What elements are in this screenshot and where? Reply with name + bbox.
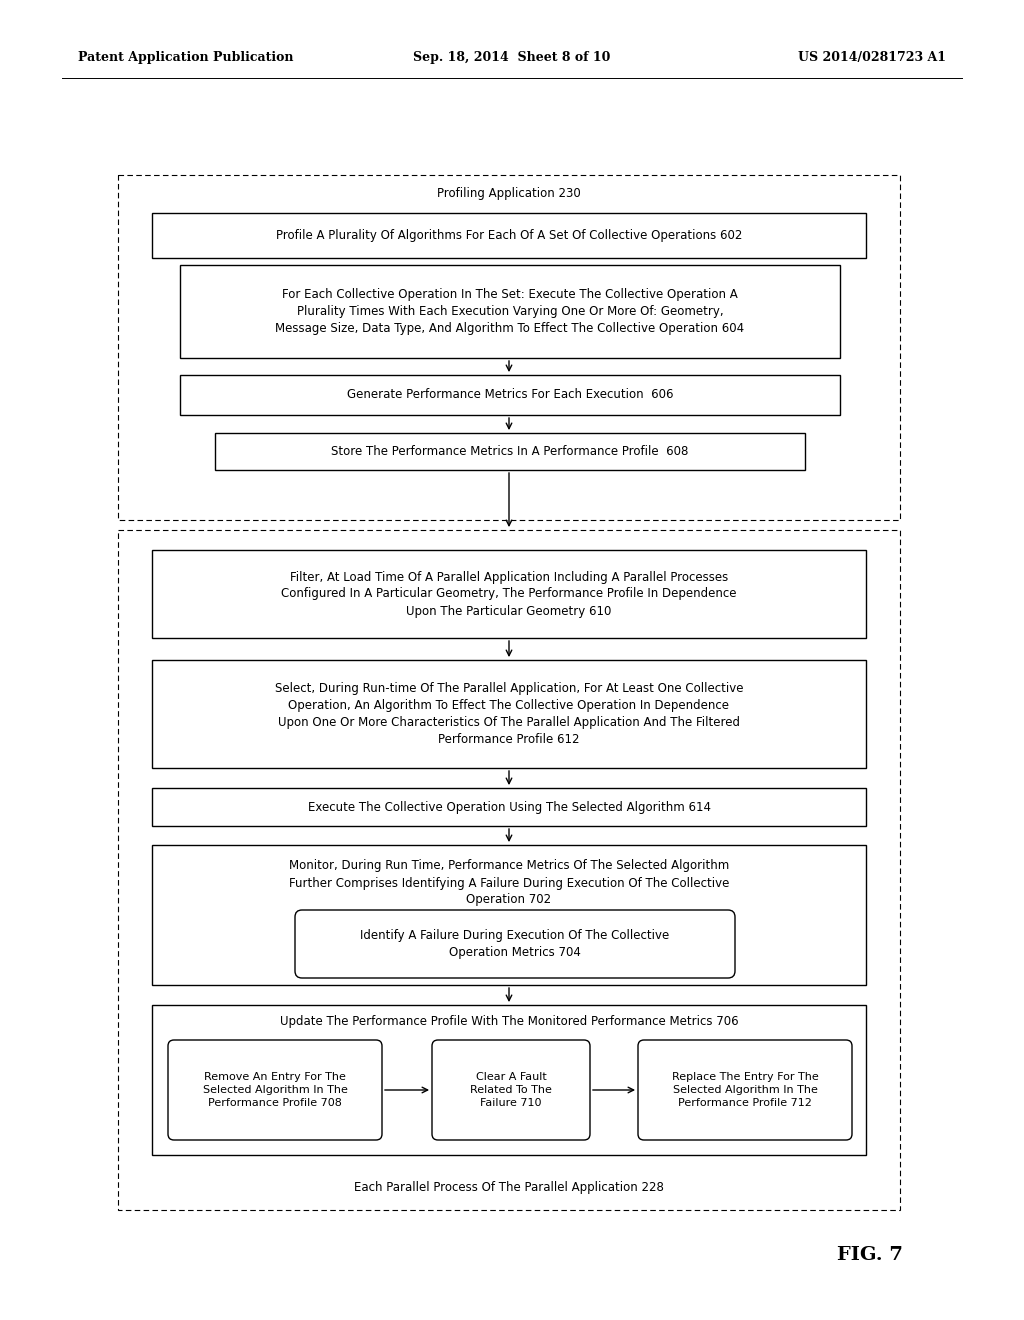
Text: Monitor, During Run Time, Performance Metrics Of The Selected Algorithm
Further : Monitor, During Run Time, Performance Me… — [289, 859, 729, 907]
Text: Identify A Failure During Execution Of The Collective
Operation Metrics 704: Identify A Failure During Execution Of T… — [360, 929, 670, 960]
Bar — [180, 265, 840, 358]
Text: For Each Collective Operation In The Set: Execute The Collective Operation A
Plu: For Each Collective Operation In The Set… — [275, 288, 744, 335]
Bar — [215, 433, 805, 470]
Text: Select, During Run-time Of The Parallel Application, For At Least One Collective: Select, During Run-time Of The Parallel … — [274, 682, 743, 746]
Bar — [152, 660, 866, 768]
Text: Profile A Plurality Of Algorithms For Each Of A Set Of Collective Operations 602: Profile A Plurality Of Algorithms For Ea… — [275, 228, 742, 242]
Bar — [118, 531, 900, 1210]
Bar — [152, 550, 866, 638]
Text: Clear A Fault
Related To The
Failure 710: Clear A Fault Related To The Failure 710 — [470, 1072, 552, 1109]
Text: Profiling Application 230: Profiling Application 230 — [437, 186, 581, 199]
Text: Store The Performance Metrics In A Performance Profile  608: Store The Performance Metrics In A Perfo… — [332, 445, 689, 458]
Text: Execute The Collective Operation Using The Selected Algorithm 614: Execute The Collective Operation Using T… — [307, 800, 711, 813]
Text: Update The Performance Profile With The Monitored Performance Metrics 706: Update The Performance Profile With The … — [280, 1015, 738, 1027]
FancyBboxPatch shape — [295, 909, 735, 978]
Text: Remove An Entry For The
Selected Algorithm In The
Performance Profile 708: Remove An Entry For The Selected Algorit… — [203, 1072, 347, 1109]
Bar — [152, 845, 866, 985]
Text: Generate Performance Metrics For Each Execution  606: Generate Performance Metrics For Each Ex… — [347, 388, 673, 401]
Text: Filter, At Load Time Of A Parallel Application Including A Parallel Processes
Co: Filter, At Load Time Of A Parallel Appli… — [282, 570, 736, 618]
Text: Each Parallel Process Of The Parallel Application 228: Each Parallel Process Of The Parallel Ap… — [354, 1181, 664, 1195]
FancyBboxPatch shape — [432, 1040, 590, 1140]
Bar — [152, 213, 866, 257]
Bar — [118, 176, 900, 520]
FancyBboxPatch shape — [168, 1040, 382, 1140]
Text: Sep. 18, 2014  Sheet 8 of 10: Sep. 18, 2014 Sheet 8 of 10 — [414, 51, 610, 65]
Text: Replace The Entry For The
Selected Algorithm In The
Performance Profile 712: Replace The Entry For The Selected Algor… — [672, 1072, 818, 1109]
FancyBboxPatch shape — [638, 1040, 852, 1140]
Bar — [152, 788, 866, 826]
Text: Patent Application Publication: Patent Application Publication — [78, 51, 294, 65]
Text: FIG. 7: FIG. 7 — [837, 1246, 903, 1265]
Text: US 2014/0281723 A1: US 2014/0281723 A1 — [798, 51, 946, 65]
Bar — [180, 375, 840, 414]
Bar — [152, 1005, 866, 1155]
